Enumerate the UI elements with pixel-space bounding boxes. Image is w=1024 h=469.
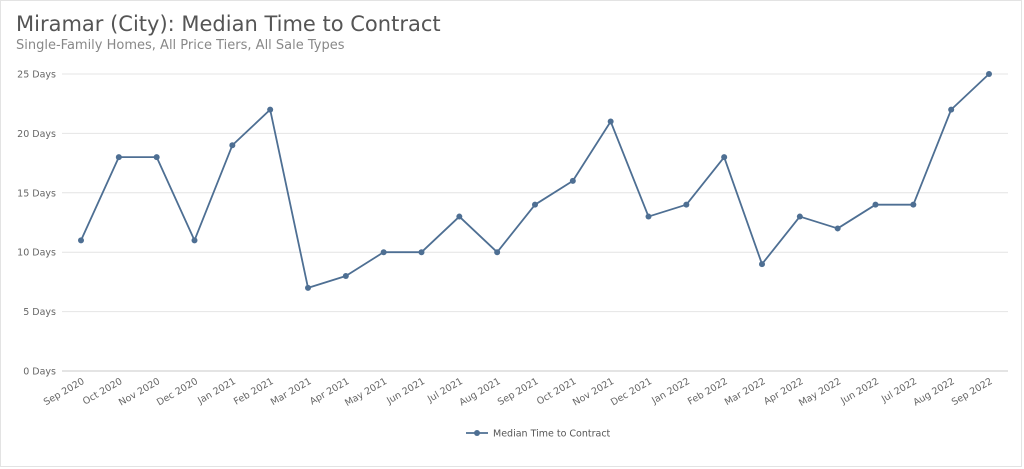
data-point[interactable] xyxy=(418,249,425,256)
x-tick-label: Oct 2020 xyxy=(81,376,124,407)
data-point[interactable] xyxy=(305,284,311,291)
y-tick-label: 0 Days xyxy=(23,367,56,378)
x-tick-label: Aug 2022 xyxy=(912,376,957,408)
x-tick-label: Nov 2021 xyxy=(571,376,616,408)
data-point[interactable] xyxy=(78,237,84,244)
data-point[interactable] xyxy=(796,213,803,220)
data-point[interactable] xyxy=(267,106,274,113)
data-point[interactable] xyxy=(229,142,236,149)
data-point[interactable] xyxy=(872,201,879,208)
data-point[interactable] xyxy=(910,201,917,208)
x-tick-label: May 2022 xyxy=(797,376,843,409)
chart-subtitle: Single-Family Homes, All Price Tiers, Al… xyxy=(16,38,345,53)
data-point[interactable] xyxy=(532,201,538,208)
x-tick-label: Feb 2022 xyxy=(686,376,730,408)
x-tick-label: May 2021 xyxy=(343,376,389,409)
data-point[interactable] xyxy=(115,154,122,161)
x-tick-label: Oct 2021 xyxy=(535,376,578,407)
data-point[interactable] xyxy=(948,106,955,113)
data-point[interactable] xyxy=(645,213,652,220)
data-point[interactable] xyxy=(569,177,576,184)
data-point[interactable] xyxy=(153,154,160,161)
legend-swatch-marker xyxy=(474,430,480,436)
data-point[interactable] xyxy=(494,249,501,256)
x-tick-label: Dec 2020 xyxy=(155,376,200,408)
x-tick-label: Jun 2022 xyxy=(838,376,881,407)
x-tick-label: Mar 2021 xyxy=(269,376,314,408)
x-tick-label: Sep 2022 xyxy=(950,376,995,408)
x-tick-label: Jun 2021 xyxy=(384,376,427,407)
data-point[interactable] xyxy=(721,154,728,161)
y-tick-label: 20 Days xyxy=(17,129,56,140)
x-tick-label: Mar 2022 xyxy=(723,376,768,408)
y-tick-label: 10 Days xyxy=(17,248,56,259)
x-tick-label: Feb 2021 xyxy=(232,376,276,408)
x-tick-label: Sep 2020 xyxy=(42,376,87,408)
x-tick-label: Jan 2021 xyxy=(195,376,238,407)
data-point[interactable] xyxy=(380,249,387,256)
data-point[interactable] xyxy=(986,71,992,77)
data-point[interactable] xyxy=(607,118,614,125)
data-point[interactable] xyxy=(342,272,349,279)
chart-title: Miramar (City): Median Time to Contract xyxy=(16,12,441,36)
data-point[interactable] xyxy=(834,225,841,232)
x-tick-label: Nov 2020 xyxy=(117,376,162,408)
x-tick-label: Jan 2022 xyxy=(649,376,692,407)
y-tick-label: 25 Days xyxy=(17,70,56,81)
x-tick-label: Dec 2021 xyxy=(609,376,654,408)
series-group xyxy=(78,71,992,291)
gridlines xyxy=(62,73,1008,372)
data-point[interactable] xyxy=(191,237,198,244)
data-point[interactable] xyxy=(456,213,463,220)
legend-label[interactable]: Median Time to Contract xyxy=(493,429,611,440)
y-tick-label: 5 Days xyxy=(23,307,56,318)
data-point[interactable] xyxy=(683,201,690,208)
data-point[interactable] xyxy=(759,261,765,268)
y-tick-label: 15 Days xyxy=(17,188,56,199)
x-tick-label: Aug 2021 xyxy=(458,376,503,408)
legend: Median Time to Contract xyxy=(466,429,611,440)
y-axis-ticks: 0 Days 5 Days 10 Days 15 Days 20 Days 25 Days xyxy=(17,70,56,378)
series-line xyxy=(80,73,990,289)
x-tick-label: Sep 2021 xyxy=(496,376,541,408)
